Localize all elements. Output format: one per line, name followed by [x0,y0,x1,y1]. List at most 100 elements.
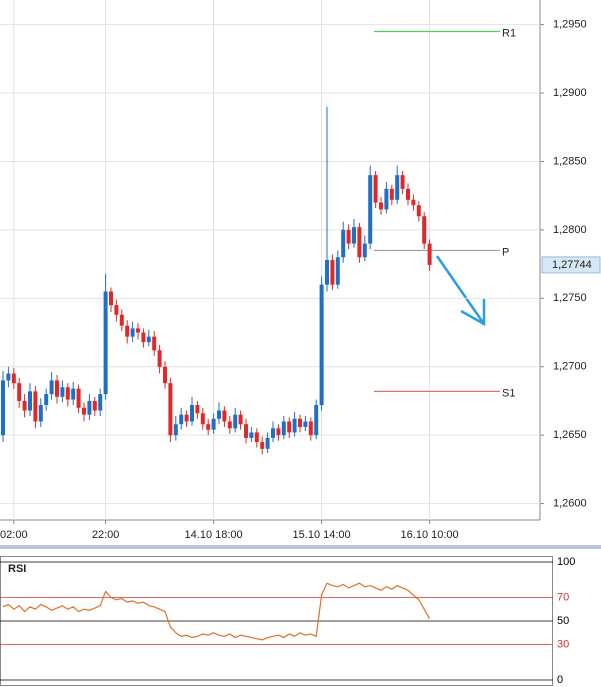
candle-body [130,328,135,337]
candle-body [82,407,86,415]
candle-body [357,227,362,258]
candle-body [11,373,16,384]
rsi-tick-label: 30 [557,639,569,651]
rsi-tick-label: 50 [557,615,569,627]
last-price-box [541,256,601,274]
y-tick-label: 1,2650 [553,429,587,441]
candle-body [157,350,162,367]
candle-body [325,260,329,285]
y-tick-label: 1,2750 [553,292,587,304]
candle-body [71,388,76,400]
candle-body [217,410,221,419]
candle-body [287,421,292,433]
candle-body [109,291,113,306]
rsi-line [2,582,431,641]
rsi-tick-label: 0 [557,674,563,686]
candle-body [276,428,281,436]
candle-body [163,366,167,384]
candle-body [330,260,335,285]
candle-body [368,175,373,244]
candle-body [249,432,254,438]
candle-body [319,284,324,406]
candle-body [38,405,43,422]
candle-body [184,414,189,422]
candle-body [17,383,22,401]
candle-body [206,424,211,430]
candle-body [233,414,238,429]
candle-body [416,205,421,217]
candle-body [55,380,59,397]
y-tick-label: 1,2600 [553,497,587,509]
candle-body [281,421,286,436]
candle-body [411,199,416,206]
candle-body [303,421,308,427]
candle-body [190,405,194,422]
candle-body [352,227,356,244]
candle-body [60,387,65,397]
candle-body [173,424,178,436]
candle-body [200,413,205,425]
y-tick-label: 1,2900 [553,87,587,99]
candle-body [389,188,394,200]
candle-body [308,421,313,436]
candle-body [28,391,32,411]
candle-body [65,387,70,400]
candle-body [298,418,302,427]
rsi-tick-label: 70 [557,591,569,603]
panel-separator [0,545,601,549]
candle-body [427,243,432,265]
pivot-label: S1 [502,387,515,399]
x-tick-label: 16.10 10:00 [401,529,459,541]
candle-body [395,175,400,200]
y-tick-label: 1,2800 [553,224,587,236]
candle-body [22,400,27,411]
candle-body [244,424,248,438]
candle-body [136,328,140,333]
candle-body [168,383,173,436]
candle-body [314,405,319,436]
candle-body [406,188,410,200]
candle-body [400,175,405,189]
last-price-label: 1,27744 [552,259,592,271]
candle-body [49,380,54,395]
candle-body [179,414,184,425]
rsi-tick-label: 100 [557,556,575,568]
x-tick-label: 22:00 [92,529,120,541]
y-tick-label: 1,2850 [553,155,587,167]
candle-body [103,291,108,395]
candle-body [6,373,11,381]
candle-body [76,388,81,408]
y-tick-label: 1,2700 [553,361,587,373]
candle-body [265,437,270,449]
candle-body [114,305,119,315]
candle-body [292,418,297,433]
candle-body [379,202,383,210]
candle-body [384,188,389,210]
x-tick-label: 15.10 14:00 [293,529,351,541]
x-tick-label: 14.10 18:00 [185,529,243,541]
rsi-title: RSI [8,563,26,575]
candle-body [146,336,151,343]
candle-body [341,229,346,258]
candle-body [125,325,130,337]
pivot-label: P [502,246,509,258]
candle-body [119,314,124,326]
candle-body [238,414,243,425]
candle-body [227,421,232,429]
candle-body [1,380,5,436]
candle-body [92,400,97,411]
candle-body [271,428,275,438]
candle-body [33,391,38,422]
candle-body [195,405,200,414]
forecast-arrow [435,255,486,327]
candle-body [362,243,367,258]
candle-body [346,229,351,244]
candle-body [260,442,265,449]
candle-body [222,410,227,422]
candle-body [152,336,157,351]
candle-body [422,216,427,244]
candle-body [211,418,216,430]
pivot-label: R1 [502,27,516,39]
